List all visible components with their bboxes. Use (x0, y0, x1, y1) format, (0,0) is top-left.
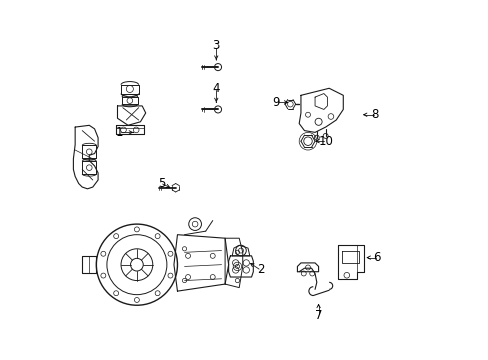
Text: 7: 7 (314, 309, 322, 322)
Text: 5: 5 (158, 177, 165, 190)
Text: 4: 4 (212, 82, 220, 95)
Text: 2: 2 (256, 264, 264, 276)
Text: 6: 6 (372, 251, 380, 264)
Text: 10: 10 (318, 135, 332, 148)
Text: 9: 9 (272, 96, 280, 109)
Text: 8: 8 (370, 108, 378, 121)
Text: 3: 3 (212, 40, 220, 53)
Text: 1: 1 (115, 126, 123, 139)
